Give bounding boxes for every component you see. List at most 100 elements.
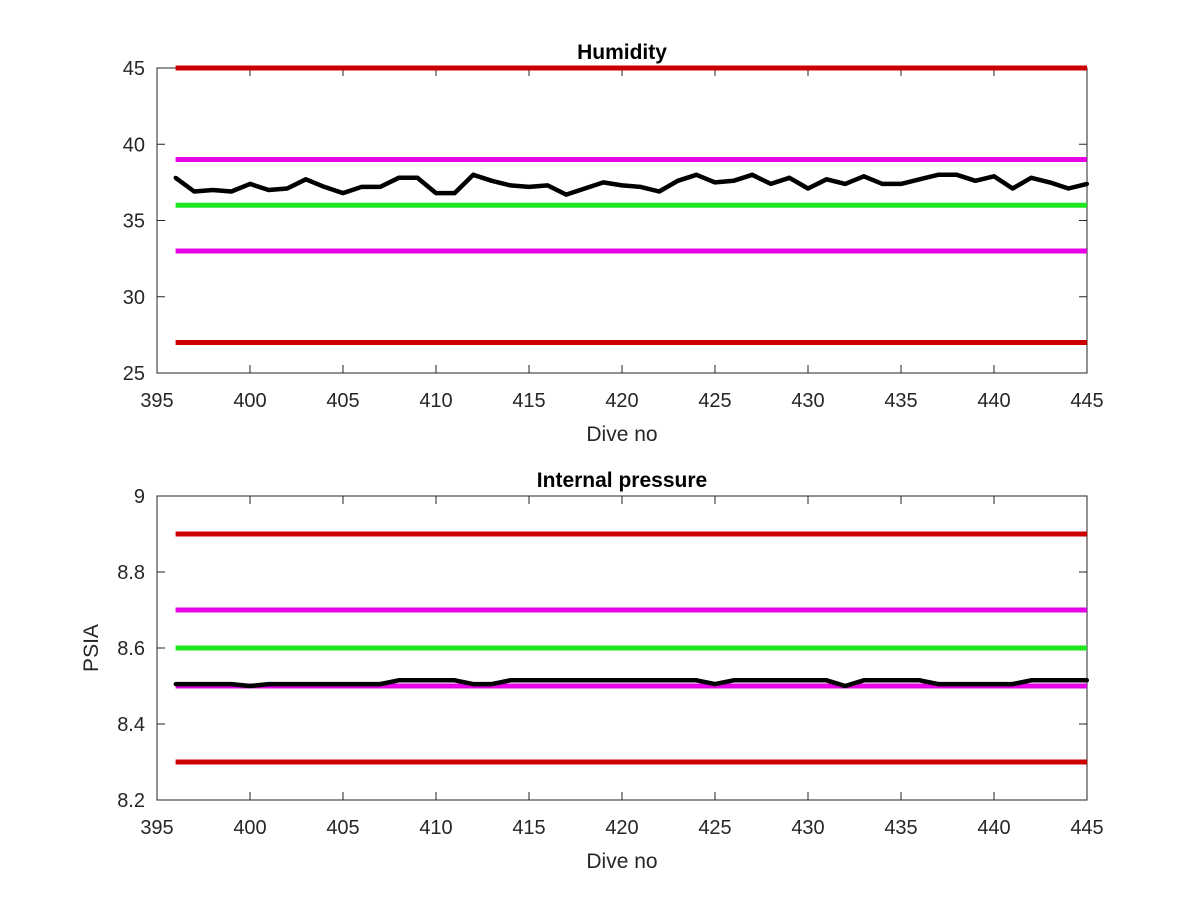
data-point [620, 678, 624, 683]
data-point [192, 189, 197, 194]
data-point [824, 678, 829, 683]
x-tick-label: 430 [791, 390, 824, 412]
y-axis-label: PSIA [80, 624, 103, 672]
data-point [322, 184, 327, 189]
data-point [303, 177, 308, 182]
data-point [1047, 678, 1052, 683]
data-point [899, 181, 903, 186]
data-point [620, 183, 624, 188]
data-point [173, 682, 178, 687]
x-tick-label: 425 [698, 390, 731, 412]
data-point [582, 186, 587, 191]
data-point [229, 189, 234, 194]
data-point [861, 678, 866, 683]
x-tick-label: 400 [233, 390, 266, 412]
x-tick-label: 405 [326, 390, 359, 412]
data-point [359, 184, 364, 189]
data-point [378, 184, 383, 189]
data-point [396, 175, 401, 180]
data-point [992, 682, 996, 687]
data-point [1066, 186, 1071, 191]
data-point [936, 682, 941, 687]
data-point [843, 684, 848, 688]
data-point [322, 682, 327, 687]
data-point [768, 678, 773, 683]
data-point [601, 678, 606, 683]
data-point [266, 682, 271, 687]
data-point [508, 183, 513, 188]
x-axis-label: Dive no [586, 850, 657, 873]
data-point [1085, 181, 1089, 186]
series-line [174, 172, 1088, 197]
data-point [954, 682, 959, 687]
data-point [601, 180, 606, 185]
data-point [750, 172, 755, 177]
y-tick-label: 8.4 [117, 714, 145, 736]
data-point [527, 184, 531, 189]
y-tick-label: 40 [123, 134, 145, 156]
data-point [545, 183, 550, 188]
x-tick-label: 405 [326, 817, 359, 839]
x-tick-label: 440 [977, 390, 1010, 412]
data-point [285, 682, 290, 687]
y-tick-label: 45 [123, 58, 145, 80]
data-point [229, 682, 234, 687]
data-point [861, 174, 866, 179]
x-tick-label: 430 [791, 817, 824, 839]
data-point [638, 678, 643, 683]
y-tick-label: 8.2 [117, 790, 145, 812]
data-point [787, 175, 792, 180]
x-tick-label: 440 [977, 817, 1010, 839]
data-point [675, 178, 680, 183]
x-tick-label: 415 [512, 817, 545, 839]
data-point [471, 172, 476, 177]
x-tick-label: 395 [140, 390, 173, 412]
data-point [973, 178, 978, 183]
data-point [210, 188, 215, 192]
data-point [341, 682, 345, 687]
data-point [675, 678, 680, 683]
data-point [173, 175, 178, 180]
x-tick-label: 395 [140, 817, 173, 839]
data-point [694, 678, 699, 683]
data-point [992, 174, 996, 179]
data-point [899, 678, 903, 683]
data-point [880, 678, 885, 683]
x-tick-label: 410 [419, 817, 452, 839]
data-point [694, 172, 699, 177]
x-tick-label: 435 [884, 817, 917, 839]
x-tick-label: 445 [1070, 390, 1103, 412]
data-point [489, 178, 494, 183]
data-point [657, 678, 662, 683]
data-point [452, 191, 457, 196]
data-point [341, 191, 345, 196]
data-point [954, 172, 959, 177]
data-point [545, 678, 550, 683]
data-point [1047, 180, 1052, 185]
x-tick-label: 425 [698, 817, 731, 839]
humidity-plot: 395 400 405 410 415 420 425 430 435 440 445 25 30 35 4… [123, 41, 1104, 446]
data-point [452, 678, 457, 683]
data-point [508, 678, 513, 683]
x-tick-label: 445 [1070, 817, 1103, 839]
data-point [415, 678, 420, 683]
data-point [248, 181, 252, 186]
data-point [880, 181, 885, 186]
x-tick-label: 420 [605, 817, 638, 839]
data-point [489, 682, 494, 687]
internal-pressure-plot: 395 400 405 410 415 420 425 430 435 440 445 8.2 8.4 8… [80, 469, 1104, 873]
data-point [378, 682, 383, 687]
y-tick-label: 35 [123, 211, 145, 233]
series-line [175, 678, 1087, 689]
y-tick-label: 8.6 [117, 638, 145, 660]
data-point [917, 177, 922, 182]
data-point [434, 678, 438, 683]
data-point [768, 181, 773, 186]
data-point [1066, 678, 1071, 683]
data-point [527, 678, 531, 683]
data-point [638, 184, 643, 189]
data-point [824, 177, 829, 182]
data-point [787, 678, 792, 683]
data-point [1085, 678, 1089, 683]
